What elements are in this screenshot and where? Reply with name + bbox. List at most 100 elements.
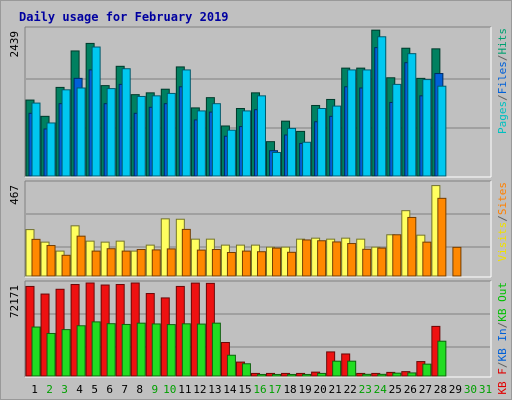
legend-item-top-0: Pages	[496, 101, 509, 134]
bar-top-pages-25	[392, 83, 402, 177]
bar-bottom-kb-out-14	[226, 354, 236, 377]
bar-bottom-kb-out-8	[136, 322, 146, 377]
legend-item-middle-1: /	[496, 215, 509, 222]
x-tick-label-2: 2	[46, 383, 53, 396]
bar-bottom-kb-out-24	[377, 373, 387, 377]
bar-middle-sites-24	[377, 247, 387, 277]
bar-bottom-kb-out-22	[347, 360, 357, 377]
bar-bottom-kb-out-23	[362, 373, 372, 377]
x-tick-label-5: 5	[91, 383, 98, 396]
x-tick-label-6: 6	[106, 383, 113, 396]
bar-middle-sites-7	[121, 250, 131, 277]
bar-middle-sites-14	[226, 252, 236, 277]
x-tick-label-26: 26	[404, 383, 417, 396]
bar-middle-sites-9	[151, 249, 161, 277]
bar-bottom-kb-out-10	[166, 324, 176, 377]
x-tick-label-17: 17	[268, 383, 281, 396]
x-tick-label-30: 30	[464, 383, 477, 396]
bar-top-pages-23	[362, 69, 372, 177]
bar-bottom-kb-out-7	[121, 323, 131, 377]
y-max-label-top: 2439	[8, 31, 21, 58]
bar-bottom-kb-out-9	[151, 323, 161, 377]
bar-bottom-kb-out-18	[287, 373, 297, 377]
bar-bottom-kb-out-15	[241, 363, 251, 377]
bar-bottom-kb-out-11	[181, 323, 191, 377]
bar-top-pages-24	[377, 36, 387, 177]
x-tick-label-18: 18	[283, 383, 296, 396]
bar-top-pages-10	[166, 92, 176, 177]
bar-bottom-kb-out-2	[46, 332, 56, 377]
chart-title: Daily usage for February 2019	[19, 10, 229, 24]
bar-top-pages-2	[46, 122, 56, 177]
legend-item-middle-0: Visits	[496, 222, 509, 262]
bar-bottom-kb-out-5	[91, 321, 101, 377]
x-tick-label-11: 11	[178, 383, 191, 396]
x-tick-label-4: 4	[76, 383, 83, 396]
legend-item-top-1: /	[496, 94, 509, 101]
bar-top-pages-11	[181, 69, 191, 177]
x-tick-label-8: 8	[136, 383, 143, 396]
legend-item-top-4: Hits	[496, 28, 509, 55]
bar-middle-sites-8	[136, 249, 146, 277]
bar-middle-visits-10	[160, 218, 170, 277]
x-tick-label-20: 20	[314, 383, 327, 396]
bar-top-pages-9	[151, 95, 161, 177]
bar-top-pages-21	[332, 105, 342, 177]
bar-middle-sites-13	[211, 249, 221, 277]
legend-item-bottom-1: /	[496, 362, 509, 369]
legend-item-bottom-3: /	[496, 322, 509, 329]
bar-top-pages-22	[347, 69, 357, 177]
bar-middle-sites-5	[91, 250, 101, 277]
legend-item-middle-2: Sites	[496, 182, 509, 215]
x-tick-label-27: 27	[419, 383, 432, 396]
legend-item-top-3: /	[496, 55, 509, 62]
bar-top-pages-17	[272, 151, 282, 177]
bar-middle-sites-4	[76, 235, 86, 277]
bar-middle-sites-6	[106, 248, 116, 277]
bar-middle-sites-25	[392, 234, 402, 277]
bar-middle-sites-18	[287, 251, 297, 277]
x-tick-label-12: 12	[193, 383, 206, 396]
bar-middle-sites-22	[347, 243, 357, 277]
legend-item-bottom-2: KB In	[496, 328, 509, 361]
bar-middle-sites-26	[407, 216, 417, 277]
bar-bottom-kb-out-20	[317, 372, 327, 377]
x-tick-label-28: 28	[434, 383, 447, 396]
x-tick-label-19: 19	[298, 383, 311, 396]
bar-bottom-kb-out-27	[422, 363, 432, 377]
x-tick-label-25: 25	[389, 383, 402, 396]
bar-bottom-kb-out-4	[76, 325, 86, 377]
bar-bottom-kb-out-25	[392, 372, 402, 377]
bar-bottom-kb-out-12	[196, 323, 206, 377]
bar-middle-sites-2	[46, 245, 56, 277]
bar-bottom-kb-out-3	[61, 329, 71, 377]
bar-top-pages-5	[91, 46, 101, 177]
bar-top-pages-19	[302, 141, 312, 177]
legend-middle: Visits/Sites	[496, 182, 509, 262]
y-max-label-middle: 467	[8, 185, 21, 205]
x-tick-label-15: 15	[238, 383, 251, 396]
bar-top-pages-14	[226, 129, 236, 177]
bar-top-pages-27	[422, 79, 432, 177]
bar-top-pages-15	[241, 110, 251, 177]
x-tick-label-22: 22	[344, 383, 357, 396]
x-tick-label-31: 31	[479, 383, 492, 396]
bar-bottom-kb-out-26	[407, 372, 417, 377]
bar-bottom-kb-out-17	[272, 373, 282, 377]
bar-middle-sites-20	[317, 240, 327, 277]
bar-middle-sites-1	[31, 238, 41, 277]
legend-item-bottom-4: KB Out	[496, 282, 509, 322]
bar-middle-sites-29	[452, 246, 462, 277]
y-max-label-bottom: 72171	[8, 285, 21, 318]
legend-bottom: KB F/KB In/KB Out	[496, 282, 509, 395]
x-tick-label-3: 3	[61, 383, 68, 396]
bar-top-pages-28	[437, 85, 447, 177]
bar-middle-sites-17	[272, 247, 282, 277]
bar-top-pages-16	[256, 95, 266, 177]
bar-top-pages-13	[211, 103, 221, 177]
x-tick-label-14: 14	[223, 383, 237, 396]
bar-middle-sites-27	[422, 241, 432, 277]
bar-top-pages-18	[287, 127, 297, 177]
